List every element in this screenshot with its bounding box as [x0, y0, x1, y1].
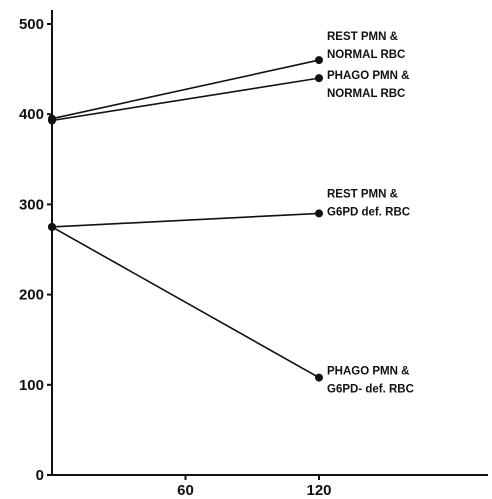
series-label: PHAGO PMN &	[327, 366, 409, 378]
data-points	[48, 56, 323, 382]
axes: 0 100 200 300 400 500 60 120	[19, 10, 488, 499]
x-tick-label: 120	[306, 482, 331, 499]
data-point	[315, 56, 323, 65]
series-line	[51, 59, 320, 120]
series-label: REST PMN &	[327, 31, 398, 43]
x-tick-label: 60	[177, 482, 194, 499]
series-label: REST PMN &	[327, 188, 398, 200]
series-label: NORMAL RBC	[327, 88, 405, 100]
y-tick-label: 0	[36, 467, 44, 484]
series-label: PHAGO PMN &	[327, 70, 409, 82]
series-label: G6PD def. RBC	[327, 206, 410, 218]
series-line	[51, 212, 320, 228]
data-point	[315, 209, 323, 218]
series-labels: REST PMN & NORMAL RBC PHAGO PMN & NORMAL RB…	[327, 31, 414, 396]
y-tick-label: 300	[19, 196, 44, 213]
series-label: G6PD- def. RBC	[327, 384, 414, 396]
series-lines	[51, 59, 320, 379]
data-point	[48, 116, 56, 125]
y-tick-label: 100	[19, 377, 44, 394]
y-tick-label: 400	[19, 106, 44, 123]
series-label: NORMAL RBC	[327, 49, 405, 61]
data-point	[315, 74, 323, 83]
data-point	[315, 373, 323, 382]
series-line	[51, 226, 320, 379]
series-line	[51, 77, 320, 122]
y-tick-label: 500	[19, 16, 44, 33]
data-point	[48, 222, 56, 231]
y-tick-label: 200	[19, 287, 44, 304]
